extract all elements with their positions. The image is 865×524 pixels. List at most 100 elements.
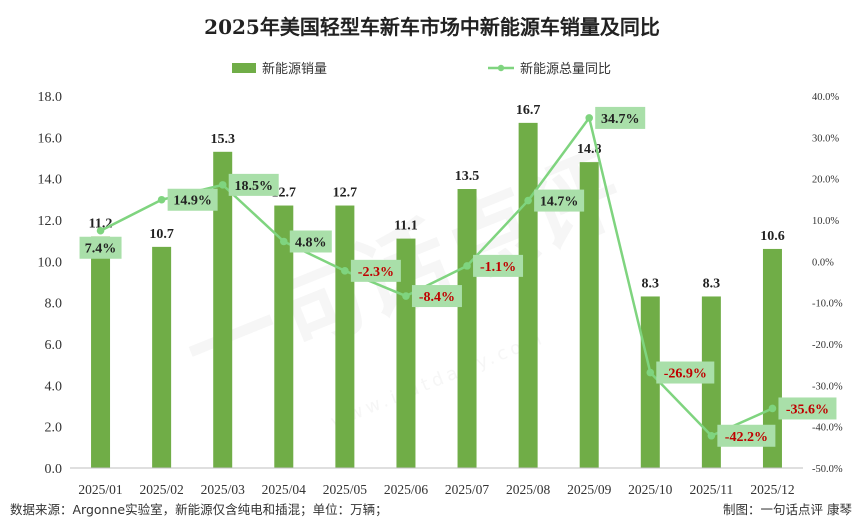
line-value-label: -26.9% bbox=[664, 367, 707, 382]
line-point bbox=[157, 195, 166, 204]
legend-bar-swatch bbox=[232, 63, 256, 73]
x-tick-label: 2025/02 bbox=[139, 482, 183, 497]
bar bbox=[335, 205, 355, 469]
bar bbox=[396, 238, 416, 468]
y-right-tick-label: 20.0% bbox=[812, 175, 839, 186]
y-right-tick-label: 30.0% bbox=[812, 133, 839, 144]
bar-value-labels: 11.210.715.312.7 12.711.113.516.714.88.3 8… bbox=[89, 103, 785, 292]
line-value-label: -8.4% bbox=[419, 290, 455, 305]
x-tick-label: 2025/01 bbox=[78, 482, 122, 497]
line-value-label: -1.1% bbox=[480, 260, 516, 275]
line-label-box bbox=[350, 259, 401, 282]
line-label-box bbox=[79, 236, 122, 259]
line-point bbox=[279, 237, 288, 246]
y-axis-right: -50.0% -40.0% -30.0% -20.0% -10.0% 0.0% 10.0% 2… bbox=[812, 92, 843, 475]
bar bbox=[762, 248, 782, 468]
line-value-label: 14.9% bbox=[173, 194, 212, 209]
y-left-tick-label: 16.0 bbox=[38, 131, 63, 146]
x-tick-label: 2025/10 bbox=[628, 482, 673, 497]
legend-bar-label: 新能源销量 bbox=[262, 61, 327, 77]
line-label-box bbox=[534, 189, 585, 212]
line-value-label: -2.3% bbox=[358, 265, 394, 280]
y-right-tick-label: 40.0% bbox=[812, 92, 839, 103]
x-tick-label: 2025/11 bbox=[690, 482, 734, 497]
y-right-tick-label: -50.0% bbox=[812, 464, 843, 475]
line-label-box bbox=[289, 230, 332, 253]
y-right-tick-label: 0.0% bbox=[812, 257, 834, 268]
bar-value-label: 10.7 bbox=[149, 227, 174, 242]
line-point bbox=[463, 262, 471, 270]
legend-line-marker bbox=[497, 64, 505, 72]
x-tick-label: 2025/09 bbox=[567, 482, 612, 497]
line-value-label: 7.4% bbox=[85, 242, 117, 257]
x-axis: 2025/01 2025/02 2025/03 2025/04 2025/05 2025/… bbox=[78, 482, 794, 497]
line-label-box bbox=[473, 254, 524, 277]
bar-value-label: 8.3 bbox=[642, 276, 660, 291]
line-point bbox=[218, 181, 227, 189]
source-note: 数据来源：Argonne实验室，新能源仅含纯电和插混；单位：万辆； bbox=[10, 502, 388, 517]
legend-line-label: 新能源总量同比 bbox=[520, 61, 611, 77]
line-point bbox=[646, 368, 655, 377]
legend: 新能源销量 新能源总量同比 bbox=[232, 61, 611, 77]
line-point bbox=[707, 431, 716, 440]
bar bbox=[640, 296, 660, 468]
bar bbox=[213, 151, 233, 469]
line-value-label: 14.7% bbox=[540, 195, 579, 210]
bar-value-label: 15.3 bbox=[210, 132, 235, 147]
line-value-label: -35.6% bbox=[786, 402, 829, 417]
bar-value-label: 8.3 bbox=[703, 276, 721, 291]
line-point bbox=[402, 292, 410, 300]
x-tick-label: 2025/08 bbox=[506, 482, 551, 497]
bar bbox=[457, 189, 477, 468]
line-label-box bbox=[656, 361, 715, 384]
bar-value-label: 12.7 bbox=[333, 186, 358, 201]
x-tick-label: 2025/03 bbox=[201, 482, 246, 497]
line-point bbox=[768, 404, 777, 413]
bar bbox=[91, 236, 111, 468]
y-left-tick-label: 18.0 bbox=[38, 90, 63, 105]
line-value-label: 34.7% bbox=[601, 112, 640, 127]
line-label-box bbox=[778, 397, 837, 420]
line-point bbox=[96, 226, 105, 235]
line-value-label: 18.5% bbox=[234, 179, 273, 194]
line-label-box bbox=[167, 188, 218, 211]
bar-series bbox=[91, 122, 782, 469]
bar-value-label: 11.1 bbox=[394, 219, 418, 234]
y-left-tick-label: 8.0 bbox=[45, 297, 63, 312]
line-label-box bbox=[228, 173, 279, 196]
line-value-labels: 7.4% 14.9% 18.5% 4.8% -2.3% -8.4% -1.1% 14.7% 34… bbox=[79, 106, 837, 447]
y-right-tick-label: -30.0% bbox=[812, 381, 843, 392]
x-tick-label: 2025/04 bbox=[262, 482, 307, 497]
line-point bbox=[341, 267, 349, 275]
y-left-tick-label: 14.0 bbox=[38, 173, 63, 188]
line-point bbox=[585, 114, 594, 122]
bar-value-label: 16.7 bbox=[516, 103, 541, 118]
y-right-tick-label: -20.0% bbox=[812, 340, 843, 351]
line-label-box bbox=[411, 285, 462, 308]
y-right-tick-label: -40.0% bbox=[812, 423, 843, 434]
bar-value-label: 13.5 bbox=[455, 169, 480, 184]
line-value-label: -42.2% bbox=[725, 430, 768, 445]
line-label-box bbox=[595, 106, 646, 129]
bar bbox=[274, 205, 294, 469]
line-point bbox=[524, 196, 532, 205]
y-left-tick-label: 4.0 bbox=[45, 379, 63, 394]
y-left-tick-label: 2.0 bbox=[45, 421, 63, 436]
line-value-label: 4.8% bbox=[295, 235, 327, 250]
y-left-tick-label: 10.0 bbox=[38, 255, 63, 270]
line-label-box bbox=[717, 424, 776, 447]
y-left-tick-label: 0.0 bbox=[45, 462, 63, 477]
bar bbox=[152, 246, 172, 468]
y-left-tick-label: 6.0 bbox=[45, 338, 63, 353]
y-right-tick-label: 10.0% bbox=[812, 216, 839, 227]
chart-title: 2025年美国轻型车新车市场中新能源车销量及同比 bbox=[204, 15, 660, 39]
y-axis-left: 0.0 2.0 4.0 6.0 8.0 10.0 12.0 14.0 16.0 18.0 bbox=[38, 90, 63, 477]
x-tick-label: 2025/05 bbox=[323, 482, 368, 497]
x-tick-label: 2025/06 bbox=[384, 482, 429, 497]
y-left-tick-label: 12.0 bbox=[38, 214, 63, 229]
x-tick-label: 2025/07 bbox=[445, 482, 490, 497]
y-right-tick-label: -10.0% bbox=[812, 299, 843, 310]
credit: 制图：一句话点评 康琴 bbox=[723, 502, 852, 517]
